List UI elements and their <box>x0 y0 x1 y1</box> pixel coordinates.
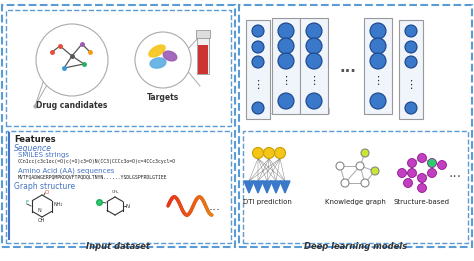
Text: ⋮: ⋮ <box>309 76 319 86</box>
Circle shape <box>418 153 427 163</box>
Circle shape <box>252 41 264 53</box>
Text: Structure-based: Structure-based <box>394 199 450 205</box>
Ellipse shape <box>163 51 177 61</box>
FancyBboxPatch shape <box>196 30 210 38</box>
FancyBboxPatch shape <box>197 34 209 74</box>
Text: N: N <box>38 207 42 212</box>
Text: Graph structure: Graph structure <box>14 182 75 191</box>
Circle shape <box>264 147 274 158</box>
FancyBboxPatch shape <box>243 131 468 243</box>
Text: ⋮: ⋮ <box>373 76 383 86</box>
Text: F: F <box>26 200 29 205</box>
Circle shape <box>405 41 417 53</box>
Text: NH₂: NH₂ <box>54 203 64 207</box>
Circle shape <box>418 174 427 182</box>
FancyBboxPatch shape <box>6 10 231 126</box>
Circle shape <box>252 102 264 114</box>
FancyBboxPatch shape <box>300 18 328 114</box>
FancyBboxPatch shape <box>272 18 300 114</box>
Circle shape <box>428 169 437 177</box>
Circle shape <box>253 147 264 158</box>
Circle shape <box>361 179 369 187</box>
Circle shape <box>408 169 417 177</box>
Circle shape <box>403 179 412 187</box>
Circle shape <box>408 158 417 168</box>
Circle shape <box>438 161 447 169</box>
Circle shape <box>405 25 417 37</box>
Text: N: N <box>126 205 130 210</box>
Ellipse shape <box>149 45 165 57</box>
Text: ...: ... <box>339 61 356 75</box>
Text: ⋮: ⋮ <box>253 80 264 90</box>
Text: CH₃: CH₃ <box>112 190 119 194</box>
Text: Targets: Targets <box>147 93 179 102</box>
Text: SMILES strings: SMILES strings <box>18 152 69 158</box>
Polygon shape <box>262 181 272 193</box>
Text: Features: Features <box>14 135 55 144</box>
Polygon shape <box>244 181 254 193</box>
Circle shape <box>428 158 437 168</box>
FancyBboxPatch shape <box>239 5 472 247</box>
Circle shape <box>356 162 364 170</box>
Polygon shape <box>253 181 263 193</box>
Circle shape <box>252 56 264 68</box>
Text: O: O <box>45 189 49 194</box>
FancyBboxPatch shape <box>399 20 423 119</box>
Circle shape <box>336 162 344 170</box>
Text: Knowledge graph: Knowledge graph <box>325 199 385 205</box>
Circle shape <box>306 23 322 39</box>
Circle shape <box>278 23 294 39</box>
Text: Deep learning models: Deep learning models <box>304 242 408 251</box>
Circle shape <box>306 38 322 54</box>
Circle shape <box>370 93 386 109</box>
Circle shape <box>278 53 294 69</box>
FancyBboxPatch shape <box>2 5 235 247</box>
Polygon shape <box>280 181 290 193</box>
Circle shape <box>135 32 191 88</box>
Circle shape <box>405 102 417 114</box>
Circle shape <box>398 169 407 177</box>
Circle shape <box>405 56 417 68</box>
Text: DTI prediction: DTI prediction <box>243 199 292 205</box>
Circle shape <box>306 53 322 69</box>
Circle shape <box>370 53 386 69</box>
Text: CCn1cc(c3c1oc(=O)c(=O)c3=O)N(CC3)CCCc3o=O)c=4CCc3cycl=O: CCn1cc(c3c1oc(=O)c(=O)c3=O)N(CC3)CCCc3o=… <box>18 159 176 164</box>
Text: ⋮: ⋮ <box>281 76 292 86</box>
Text: ⋮: ⋮ <box>405 80 417 90</box>
Text: ...: ... <box>209 199 221 212</box>
Text: Drug candidates: Drug candidates <box>36 101 108 110</box>
Text: MVTFQADWGERPQMPKDQVFTPQDQLTNYN......YSDLGSPFRDLGTIEE: MVTFQADWGERPQMPKDQVFTPQDQLTNYN......YSDL… <box>18 174 167 179</box>
Circle shape <box>371 167 379 175</box>
Circle shape <box>341 179 349 187</box>
FancyBboxPatch shape <box>198 45 208 74</box>
Circle shape <box>306 93 322 109</box>
Circle shape <box>361 149 369 157</box>
Circle shape <box>252 25 264 37</box>
Text: Amino Acid (AA) sequences: Amino Acid (AA) sequences <box>18 167 114 174</box>
Ellipse shape <box>150 58 166 68</box>
Text: Sequence: Sequence <box>14 144 52 153</box>
FancyBboxPatch shape <box>364 18 392 114</box>
Circle shape <box>418 183 427 193</box>
Circle shape <box>274 147 285 158</box>
Circle shape <box>36 24 108 96</box>
Circle shape <box>370 23 386 39</box>
Circle shape <box>278 38 294 54</box>
Text: Input dataset: Input dataset <box>86 242 150 251</box>
FancyBboxPatch shape <box>6 131 231 243</box>
Circle shape <box>278 93 294 109</box>
Circle shape <box>370 38 386 54</box>
Text: ...: ... <box>448 166 462 180</box>
Polygon shape <box>271 181 281 193</box>
FancyBboxPatch shape <box>246 20 270 119</box>
Text: OH: OH <box>38 217 46 222</box>
